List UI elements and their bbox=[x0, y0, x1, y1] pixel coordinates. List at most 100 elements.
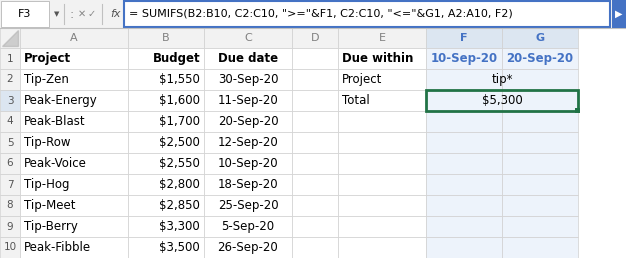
Bar bbox=[204, 69, 292, 90]
Text: 1: 1 bbox=[7, 53, 13, 63]
Bar bbox=[338, 195, 426, 216]
Bar bbox=[426, 237, 502, 258]
Text: Peak-Energy: Peak-Energy bbox=[24, 94, 98, 107]
Text: 4: 4 bbox=[7, 117, 13, 126]
Text: 25-Sep-20: 25-Sep-20 bbox=[218, 199, 279, 212]
Text: 11-Sep-20: 11-Sep-20 bbox=[218, 94, 279, 107]
Bar bbox=[0, 216, 20, 237]
Bar bbox=[292, 48, 338, 69]
Bar bbox=[292, 90, 338, 111]
Bar bbox=[612, 0, 626, 28]
Bar bbox=[426, 132, 502, 153]
Text: Tip-Meet: Tip-Meet bbox=[24, 199, 76, 212]
Text: F: F bbox=[460, 33, 468, 43]
Text: 26-Sep-20: 26-Sep-20 bbox=[218, 241, 279, 254]
Text: Project: Project bbox=[24, 52, 71, 65]
Bar bbox=[338, 132, 426, 153]
Text: $3,300: $3,300 bbox=[159, 220, 200, 233]
Bar bbox=[0, 237, 20, 258]
Text: ▶: ▶ bbox=[615, 9, 623, 19]
Text: 10-Sep-20: 10-Sep-20 bbox=[218, 157, 279, 170]
Bar bbox=[204, 174, 292, 195]
Text: Project: Project bbox=[342, 73, 382, 86]
Text: D: D bbox=[310, 33, 319, 43]
Text: Tip-Hog: Tip-Hog bbox=[24, 178, 69, 191]
Text: $1,600: $1,600 bbox=[159, 94, 200, 107]
Text: 2: 2 bbox=[7, 75, 13, 85]
Text: Peak-Voice: Peak-Voice bbox=[24, 157, 87, 170]
Bar bbox=[0, 28, 20, 48]
Bar bbox=[502, 48, 578, 69]
Text: 7: 7 bbox=[7, 180, 13, 189]
Text: G: G bbox=[535, 33, 545, 43]
Bar bbox=[338, 48, 426, 69]
Bar bbox=[20, 132, 128, 153]
Text: E: E bbox=[379, 33, 386, 43]
Bar bbox=[426, 90, 578, 111]
Text: 9: 9 bbox=[7, 222, 13, 231]
Bar bbox=[292, 153, 338, 174]
Text: 12-Sep-20: 12-Sep-20 bbox=[218, 136, 279, 149]
Text: 18-Sep-20: 18-Sep-20 bbox=[218, 178, 279, 191]
Text: F3: F3 bbox=[18, 9, 32, 19]
Bar bbox=[338, 90, 426, 111]
Bar bbox=[20, 174, 128, 195]
Bar bbox=[338, 111, 426, 132]
Bar bbox=[426, 111, 502, 132]
Bar bbox=[204, 153, 292, 174]
Text: 6: 6 bbox=[7, 158, 13, 168]
Text: $3,500: $3,500 bbox=[159, 241, 200, 254]
Bar bbox=[0, 174, 20, 195]
Bar bbox=[20, 90, 128, 111]
Bar bbox=[204, 216, 292, 237]
Bar bbox=[20, 48, 128, 69]
Text: tip*: tip* bbox=[491, 73, 513, 86]
Bar bbox=[338, 28, 426, 48]
Text: Total: Total bbox=[342, 94, 370, 107]
Bar bbox=[338, 174, 426, 195]
Text: $1,700: $1,700 bbox=[159, 115, 200, 128]
Bar bbox=[0, 195, 20, 216]
Bar bbox=[502, 153, 578, 174]
Bar bbox=[20, 69, 128, 90]
Bar bbox=[124, 1, 610, 27]
Bar bbox=[426, 90, 502, 111]
Bar bbox=[338, 153, 426, 174]
Text: $2,550: $2,550 bbox=[159, 157, 200, 170]
Text: fx: fx bbox=[110, 9, 120, 19]
Bar bbox=[128, 132, 204, 153]
Bar bbox=[502, 237, 578, 258]
Text: ✕: ✕ bbox=[78, 9, 86, 19]
Text: Due date: Due date bbox=[218, 52, 278, 65]
Bar bbox=[128, 174, 204, 195]
Bar bbox=[0, 90, 20, 111]
Bar bbox=[20, 237, 128, 258]
Bar bbox=[292, 195, 338, 216]
Bar bbox=[575, 108, 580, 113]
Bar bbox=[502, 111, 578, 132]
Text: Tip-Row: Tip-Row bbox=[24, 136, 71, 149]
Bar bbox=[292, 237, 338, 258]
Text: B: B bbox=[162, 33, 170, 43]
Bar bbox=[292, 174, 338, 195]
Text: $2,800: $2,800 bbox=[159, 178, 200, 191]
Bar bbox=[426, 153, 502, 174]
Bar bbox=[128, 195, 204, 216]
Bar bbox=[0, 153, 20, 174]
Bar bbox=[502, 195, 578, 216]
Bar bbox=[502, 28, 578, 48]
Bar bbox=[128, 153, 204, 174]
Text: = SUMIFS(B2:B10, C2:C10, ">="&F1, C2:C10, "<="&G1, A2:A10, F2): = SUMIFS(B2:B10, C2:C10, ">="&F1, C2:C10… bbox=[129, 9, 513, 19]
Bar bbox=[338, 237, 426, 258]
Text: 5-Sep-20: 5-Sep-20 bbox=[222, 220, 275, 233]
Bar bbox=[128, 237, 204, 258]
Bar bbox=[20, 111, 128, 132]
Bar bbox=[20, 216, 128, 237]
Text: C: C bbox=[244, 33, 252, 43]
Bar bbox=[292, 69, 338, 90]
Text: 10-Sep-20: 10-Sep-20 bbox=[431, 52, 498, 65]
Bar bbox=[292, 111, 338, 132]
Text: 5: 5 bbox=[7, 138, 13, 148]
Bar bbox=[0, 69, 20, 90]
Text: Budget: Budget bbox=[152, 52, 200, 65]
